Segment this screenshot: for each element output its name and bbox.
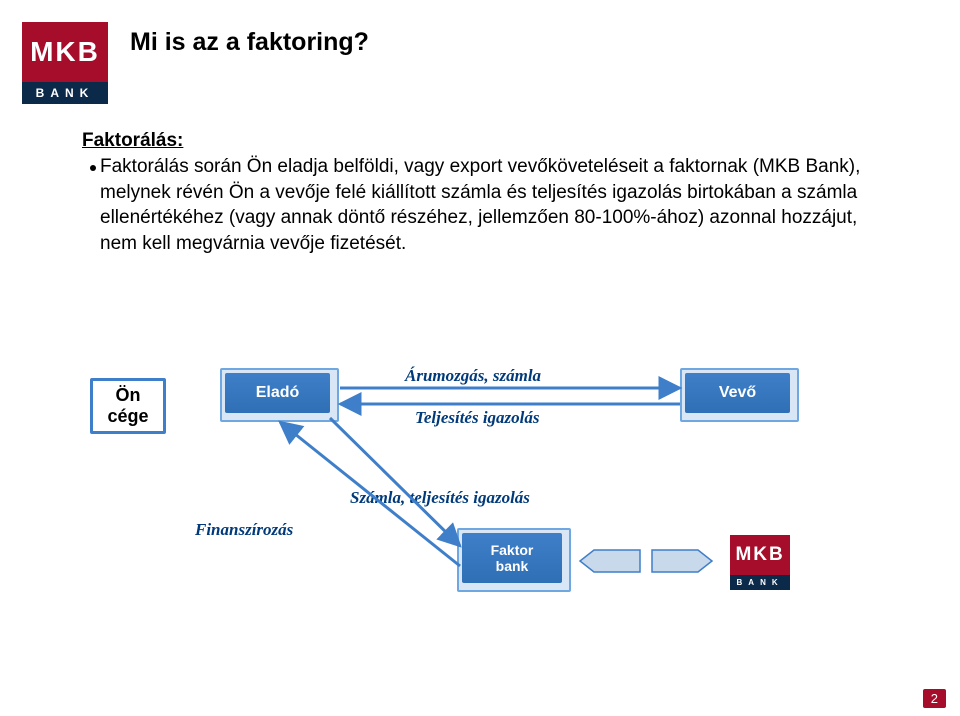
page-number: 2 bbox=[923, 689, 946, 708]
label-arumozgas: Árumozgás, számla bbox=[405, 366, 541, 386]
faktor-line2: bank bbox=[496, 558, 529, 574]
on-cege-box: Ön cége bbox=[90, 378, 166, 434]
paragraph: Faktorálás során Ön eladja belföldi, vag… bbox=[100, 154, 880, 257]
vevo-label: Vevő bbox=[719, 384, 756, 402]
label-teljesites: Teljesítés igazolás bbox=[415, 408, 540, 428]
logo-top: MKB bbox=[22, 22, 108, 82]
label-finanszirozas: Finanszírozás bbox=[195, 520, 293, 540]
logo-bottom: BANK bbox=[22, 82, 108, 104]
elado-box: Eladó bbox=[225, 373, 330, 413]
logo-small-bottom: BANK bbox=[730, 575, 790, 590]
faktor-line1: Faktor bbox=[491, 542, 534, 558]
faktor-box: Faktor bank bbox=[462, 533, 562, 583]
elado-label: Eladó bbox=[256, 384, 300, 402]
arrows-layer bbox=[0, 0, 960, 716]
page-title: Mi is az a faktoring? bbox=[130, 28, 369, 57]
mkb-logo: MKB BANK bbox=[22, 22, 108, 104]
on-cege-line1: Ön bbox=[116, 385, 141, 405]
logo-bottom-text: BANK bbox=[36, 86, 95, 100]
section-heading: Faktorálás: bbox=[82, 130, 183, 152]
label-szamla: Számla, teljesítés igazolás bbox=[350, 488, 530, 508]
on-cege-line2: cége bbox=[107, 406, 148, 426]
logo-top-text: MKB bbox=[30, 36, 100, 68]
mkb-logo-small: MKB BANK bbox=[730, 535, 790, 590]
logo-small-top: MKB bbox=[730, 535, 790, 575]
bullet-dot bbox=[90, 165, 96, 171]
vevo-box: Vevő bbox=[685, 373, 790, 413]
